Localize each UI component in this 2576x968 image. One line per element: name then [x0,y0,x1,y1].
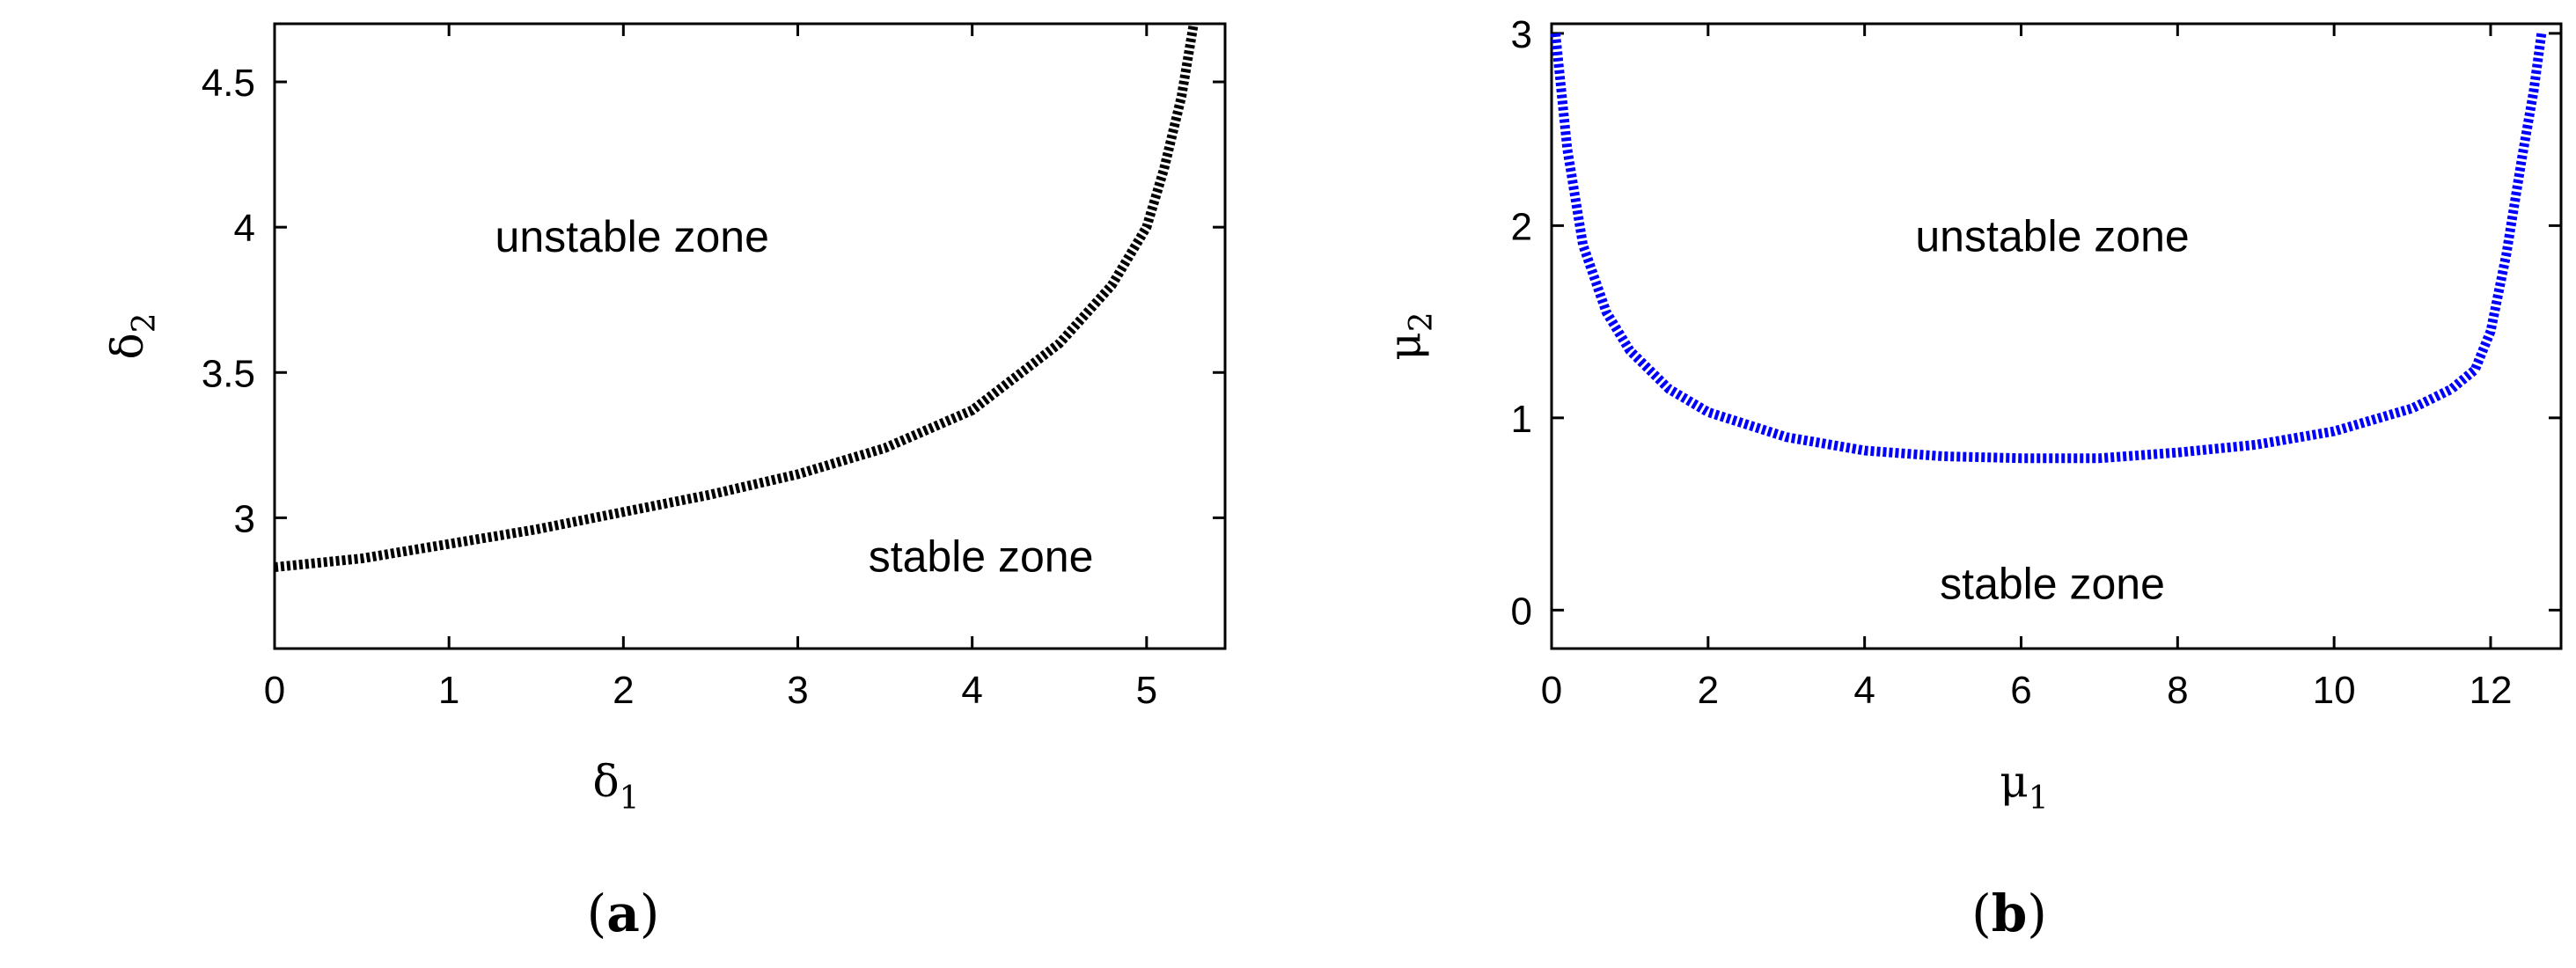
x-tick-label: 5 [1136,669,1157,712]
x-tick-label: 0 [264,669,285,712]
y-tick-label: 4.5 [202,62,255,105]
panel-label: (a) [587,884,660,943]
plot-frame [1550,22,2563,650]
y-tick-label: 3 [234,497,255,540]
y-tick-label: 3 [1511,13,1532,56]
x-axis-label: δ1 [592,756,639,817]
x-tick-label: 12 [2470,669,2513,712]
y-tick-label: 1 [1511,398,1532,441]
y-tick-label: 4 [234,207,255,250]
x-tick-label: 0 [1541,669,1562,712]
x-tick-label: 10 [2313,669,2356,712]
stable-zone-label: stable zone [869,532,1094,581]
x-tick-label: 2 [1698,669,1719,712]
x-tick-label: 8 [2167,669,2188,712]
y-tick-label: 3.5 [202,352,255,395]
x-tick-label: 6 [2010,669,2031,712]
x-axis-label: μ1 [2000,756,2048,817]
panel-label: (b) [1971,884,2047,943]
x-tick-label: 3 [787,669,808,712]
unstable-zone-label: unstable zone [495,212,769,261]
unstable-zone-label: unstable zone [1915,211,2189,260]
stability-boundary-line [1550,33,2547,464]
x-tick-label: 4 [1853,669,1875,712]
y-tick-label: 2 [1511,205,1532,248]
x-tick-label: 1 [438,669,459,712]
y-tick-label: 0 [1511,590,1532,633]
x-tick-label: 2 [613,669,634,712]
y-axis-label: δ2 [102,312,163,359]
y-axis-label: μ2 [1379,312,1440,360]
stable-zone-label: stable zone [1940,560,2165,609]
stability-boundary-line [274,23,1199,572]
x-tick-label: 4 [961,669,982,712]
panel-a-chart: 0 1 2 3 4 5 3 3.5 4 4.5 unstable zone stable zone δ1… [102,22,1227,943]
plot-frame [273,22,1227,650]
